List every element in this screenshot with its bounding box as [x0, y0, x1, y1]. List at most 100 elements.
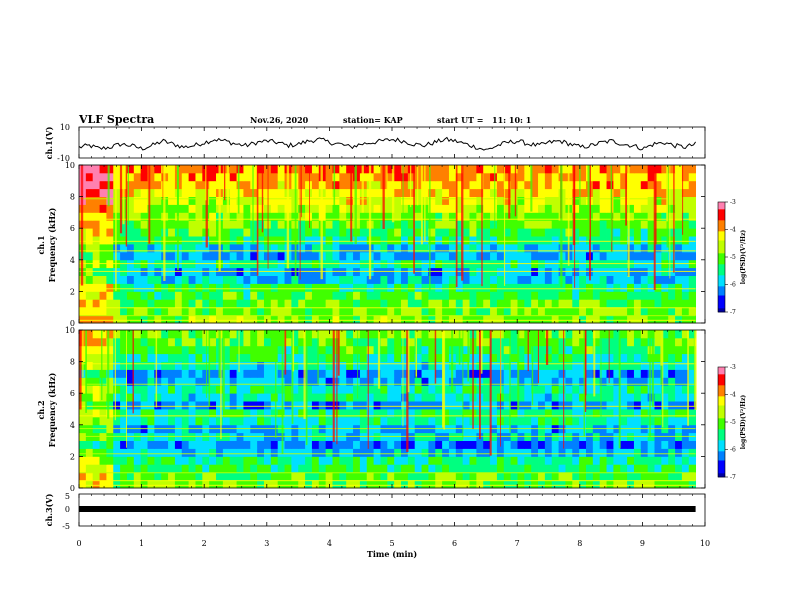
- spectrogram-cell: [359, 337, 368, 347]
- spectrogram-cell: [188, 212, 196, 221]
- spectrogram-cell: [633, 188, 642, 197]
- spectrogram-cell: [126, 196, 135, 205]
- spectrogram-cell: [133, 345, 142, 355]
- spectrogram-cell: [366, 472, 374, 481]
- spectrogram-cell: [250, 204, 258, 213]
- spectrogram-cell: [428, 345, 436, 355]
- spectrogram-cell: [421, 448, 429, 457]
- spectrogram-cell: [640, 337, 649, 347]
- spectrogram-cell: [394, 456, 402, 465]
- spectrogram-cell: [613, 345, 621, 355]
- spectrogram-cell: [585, 480, 594, 489]
- spectrogram-cell: [174, 472, 183, 481]
- spectrogram-cell: [202, 353, 210, 362]
- spectrogram-cell: [359, 291, 368, 300]
- spectrogram-cell: [387, 244, 395, 253]
- spectrogram-cell: [633, 480, 642, 489]
- spectrogram-cell: [517, 291, 525, 300]
- spectrogram-cell: [229, 283, 237, 292]
- spectrogram-cell: [161, 472, 169, 481]
- spectrogram-cell: [373, 464, 381, 473]
- spectrogram-cell: [263, 448, 272, 457]
- spectrogram-cell: [503, 385, 512, 394]
- spectrogram-cell: [140, 361, 148, 370]
- spectrogram-cell: [250, 172, 258, 182]
- spectrogram-cell: [538, 353, 546, 362]
- spectrogram-cell: [421, 361, 429, 370]
- spectrogram-cell: [544, 330, 553, 339]
- sferic-streak: [593, 330, 596, 397]
- spectrogram-cell: [401, 409, 409, 418]
- spectrogram-cell: [503, 291, 512, 300]
- spectrogram-cell: [305, 377, 313, 386]
- spectrogram-cell: [133, 464, 142, 473]
- spectrogram-cell: [510, 345, 518, 355]
- spectrogram-cell: [325, 330, 333, 339]
- spectrogram-cell: [325, 172, 333, 182]
- spectrogram-cell: [476, 196, 484, 205]
- spectrogram-cell: [222, 464, 231, 473]
- spectrogram-cell: [599, 456, 607, 465]
- spectrogram-cell: [263, 416, 272, 426]
- spectrogram-cell: [627, 377, 635, 386]
- spec-ytick-label: 8: [70, 193, 75, 202]
- spectrogram-cell: [106, 480, 114, 489]
- spectrogram-cell: [353, 393, 361, 402]
- spectrogram-cell: [126, 448, 135, 457]
- spectrogram-cell: [373, 337, 381, 347]
- spectrogram-cell: [455, 236, 464, 245]
- spectrogram-cell: [353, 337, 361, 347]
- spectrogram-cell: [442, 330, 450, 339]
- spectrogram-cell: [243, 172, 251, 182]
- spectrogram-cell: [380, 480, 388, 489]
- spectrogram-cell: [106, 251, 114, 261]
- spectrogram-cell: [599, 283, 607, 292]
- sferic-streak: [472, 330, 474, 429]
- spectrogram-cell: [640, 448, 649, 457]
- spectrogram-cell: [257, 275, 265, 284]
- spectrogram-cell: [421, 401, 429, 410]
- spectrogram-cell: [202, 440, 210, 449]
- spectrogram-cell: [140, 204, 148, 213]
- spectrogram-cell: [181, 299, 190, 308]
- spectrogram-cell: [627, 345, 635, 355]
- spectrogram-cell: [277, 361, 285, 370]
- spectrogram-cell: [483, 212, 491, 221]
- spectrogram-cell: [325, 220, 333, 229]
- spectrogram-cell: [496, 480, 505, 489]
- spectrogram-cell: [599, 337, 607, 347]
- spectrogram-cell: [401, 220, 409, 229]
- spectrogram-cell: [455, 212, 464, 221]
- spectrogram-cell: [496, 448, 505, 457]
- spectrogram-cell: [606, 212, 614, 221]
- spectrogram-cell: [305, 416, 313, 426]
- spectrogram-cell: [311, 220, 320, 229]
- spectrogram-cell: [257, 220, 265, 229]
- spectrogram-cell: [640, 165, 649, 174]
- spectrogram-cell: [572, 464, 580, 473]
- spectrogram-cell: [613, 307, 621, 316]
- sferic-streak: [509, 330, 511, 433]
- spectrogram-cell: [401, 236, 409, 245]
- spectrogram-cell: [469, 291, 477, 300]
- spectrogram-cell: [195, 165, 203, 174]
- spectrogram-cell: [558, 480, 566, 489]
- spectrogram-cell: [551, 409, 559, 418]
- spectrogram-cell: [305, 361, 313, 370]
- spectrogram-cell: [455, 416, 464, 426]
- spectrogram-cell: [270, 472, 279, 481]
- spectrogram-cell: [373, 472, 381, 481]
- spectrogram-cell: [483, 204, 491, 213]
- spectrogram-cell: [332, 315, 340, 324]
- sferic-streak: [107, 330, 110, 419]
- spectrogram-cell: [585, 337, 594, 347]
- spectrogram-cell: [120, 377, 128, 386]
- spectrogram-cell: [538, 369, 546, 378]
- spectrogram-cell: [654, 369, 662, 378]
- spectrogram-cell: [414, 401, 422, 410]
- spectrogram-cell: [640, 299, 649, 308]
- spectrogram-cell: [181, 480, 190, 489]
- spectrogram-cell: [305, 236, 313, 245]
- spectrogram-cell: [640, 409, 649, 418]
- spectrogram-cell: [455, 409, 464, 418]
